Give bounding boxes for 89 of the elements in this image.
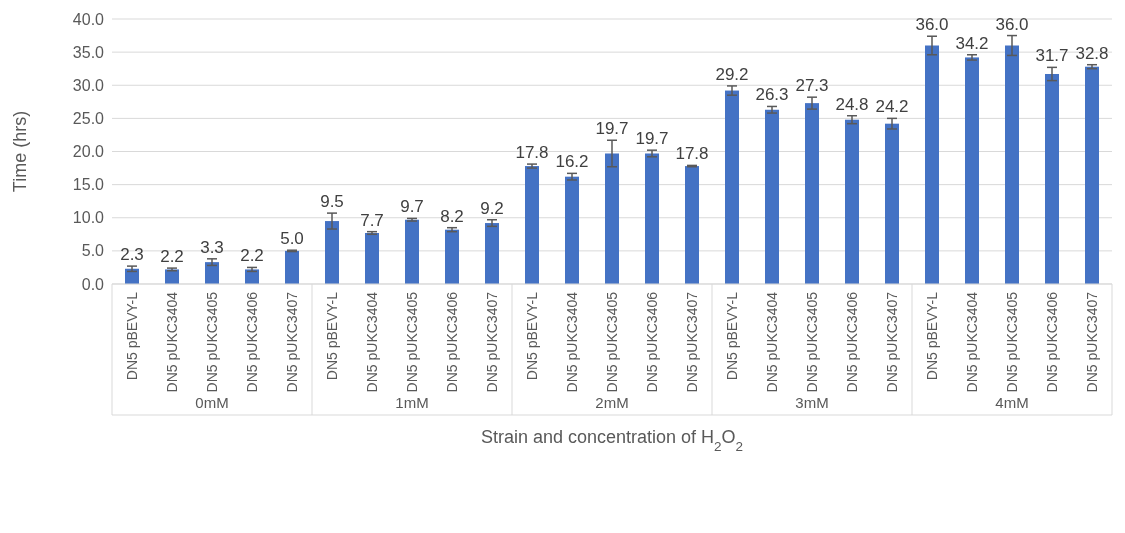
- x-tick-label: DN5 pUKC3406: [243, 291, 260, 393]
- bar: [1045, 73, 1059, 284]
- bar: [245, 269, 259, 284]
- x-tick-label: DN5 pUKC3405: [803, 291, 820, 393]
- bar: [1005, 45, 1019, 284]
- x-tick-label: DN5 pBEVY-L: [923, 291, 940, 381]
- y-tick-label: 15.0: [72, 176, 105, 194]
- bar: [925, 45, 939, 284]
- bar: [525, 166, 539, 284]
- x-tick-label: DN5 pUKC3407: [483, 291, 500, 393]
- bar: [565, 176, 579, 284]
- bar: [605, 153, 619, 284]
- bar: [325, 221, 339, 284]
- data-label: 17.8: [675, 144, 709, 164]
- data-label: 9.7: [400, 197, 424, 217]
- x-tick-label: DN5 pUKC3405: [1003, 291, 1020, 393]
- x-tick-label: DN5 pUKC3405: [603, 291, 620, 393]
- data-label: 36.0: [915, 15, 949, 35]
- y-tick-label: 40.0: [72, 10, 105, 28]
- bar: [685, 166, 699, 284]
- bar: [645, 153, 659, 284]
- data-label: 31.7: [1035, 46, 1069, 66]
- y-tick-label: 0.0: [81, 275, 105, 293]
- text: 3mM: [795, 394, 829, 411]
- bar: [285, 250, 299, 284]
- bar: [485, 223, 499, 284]
- bar: [445, 229, 459, 284]
- y-tick-label: 25.0: [72, 109, 105, 127]
- data-label: 2.3: [120, 245, 144, 265]
- y-tick-label: 10.0: [72, 209, 105, 227]
- bar: [725, 90, 739, 284]
- data-label: 24.8: [835, 94, 869, 114]
- bar: [845, 119, 859, 284]
- bar: [405, 219, 419, 284]
- x-axis-title: Strain and concentration of H$_{2}$O$_{2}$: [480, 427, 744, 454]
- data-label: 26.3: [755, 85, 789, 105]
- bar: [765, 109, 779, 284]
- x-tick-label: DN5 pUKC3404: [363, 291, 380, 393]
- x-tick-label: DN5 pBEVY-L: [123, 291, 140, 381]
- x-tick-label: DN5 pUKC3407: [283, 291, 300, 393]
- x-tick-label: DN5 pUKC3404: [763, 291, 780, 393]
- x-tick-label: DN5 pBEVY-L: [523, 291, 540, 381]
- x-tick-label: DN5 pUKC3404: [163, 291, 180, 393]
- data-label: 8.2: [440, 206, 464, 226]
- x-tick-label: DN5 pUKC3407: [683, 291, 700, 393]
- text: 4mM: [995, 394, 1029, 411]
- x-tick-label: DN5 pUKC3405: [203, 291, 220, 393]
- bar: [365, 232, 379, 284]
- x-tick-label: DN5 pUKC3404: [563, 291, 580, 393]
- bar: [965, 57, 979, 284]
- bar: [1085, 66, 1099, 284]
- data-label: 9.5: [320, 192, 344, 212]
- x-tick-label: DN5 pUKC3404: [963, 291, 980, 393]
- x-tick-label: DN5 pBEVY-L: [323, 291, 340, 381]
- data-label: 17.8: [515, 143, 549, 163]
- x-tick-label: DN5 pUKC3407: [1083, 291, 1100, 393]
- data-label: 24.2: [875, 97, 909, 117]
- bar: [885, 123, 899, 284]
- x-tick-label: DN5 pUKC3406: [1043, 291, 1060, 393]
- text: 2mM: [595, 394, 629, 411]
- data-label: 34.2: [955, 33, 989, 53]
- data-label: 9.2: [480, 198, 504, 218]
- data-label: 27.3: [795, 76, 829, 96]
- data-label: 7.7: [360, 210, 384, 230]
- data-label: 2.2: [240, 246, 264, 266]
- x-tick-label: DN5 pUKC3406: [843, 291, 860, 393]
- data-label: 32.8: [1075, 43, 1109, 63]
- data-label: 3.3: [200, 237, 224, 257]
- data-label: 5.0: [280, 229, 304, 249]
- bar: [805, 103, 819, 284]
- data-label: 29.2: [715, 64, 749, 84]
- data-label: 16.2: [555, 152, 589, 172]
- x-tick-label: DN5 pUKC3406: [643, 291, 660, 393]
- x-tick-label: DN5 pUKC3406: [443, 291, 460, 393]
- data-label: 2.2: [160, 247, 184, 267]
- data-label: 36.0: [995, 14, 1029, 34]
- text: 0mM: [195, 394, 229, 411]
- y-tick-label: 30.0: [72, 76, 105, 94]
- bar: [205, 262, 219, 284]
- data-label: 19.7: [595, 119, 629, 139]
- text: 1mM: [395, 394, 429, 411]
- x-tick-label: DN5 pUKC3405: [403, 291, 420, 393]
- y-tick-label: 20.0: [72, 143, 105, 161]
- y-axis-title: Time (hrs): [10, 110, 30, 193]
- data-label: 19.7: [635, 129, 669, 149]
- x-tick-label: DN5 pBEVY-L: [723, 291, 740, 381]
- y-tick-label: 5.0: [81, 242, 105, 260]
- x-tick-label: DN5 pUKC3407: [883, 291, 900, 393]
- y-tick-label: 35.0: [72, 43, 105, 61]
